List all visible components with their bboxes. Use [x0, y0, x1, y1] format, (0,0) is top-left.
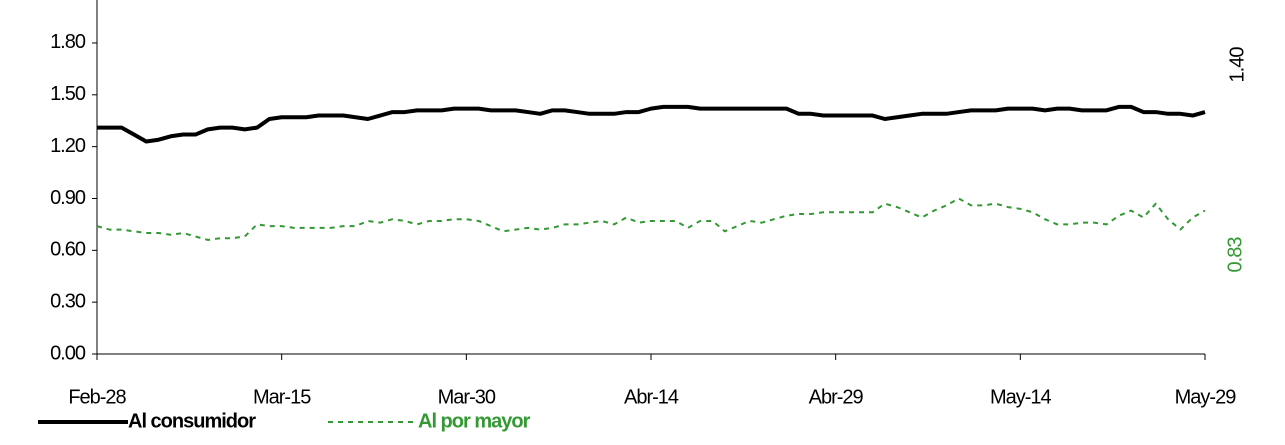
y-tick-label: 0.90	[50, 187, 86, 209]
x-tick-label: Mar-30	[438, 386, 496, 408]
y-tick-label: 0.30	[50, 290, 86, 312]
series-line	[97, 104, 1206, 144]
legend-label: Al consumidor	[128, 410, 256, 432]
x-tick-label: Abr-29	[809, 386, 864, 408]
x-tick-label: May-14	[990, 386, 1052, 408]
x-tick-label: May-29	[1175, 386, 1237, 408]
y-tick-label: 0.60	[50, 239, 86, 261]
x-tick-label: Mar-15	[253, 386, 311, 408]
y-tick-label: 1.80	[50, 31, 86, 53]
y-tick-label: 1.20	[50, 135, 86, 157]
x-tick-label: Abr-14	[624, 386, 679, 408]
end-label: 0.83	[1224, 237, 1246, 273]
end-label: 1.40	[1226, 47, 1248, 83]
legend-label: Al por mayor	[418, 410, 531, 432]
x-tick-label: Feb-28	[68, 386, 126, 408]
y-tick-label: 0.00	[50, 342, 86, 364]
y-tick-label: 1.50	[50, 83, 86, 105]
series-line	[96, 197, 1206, 241]
